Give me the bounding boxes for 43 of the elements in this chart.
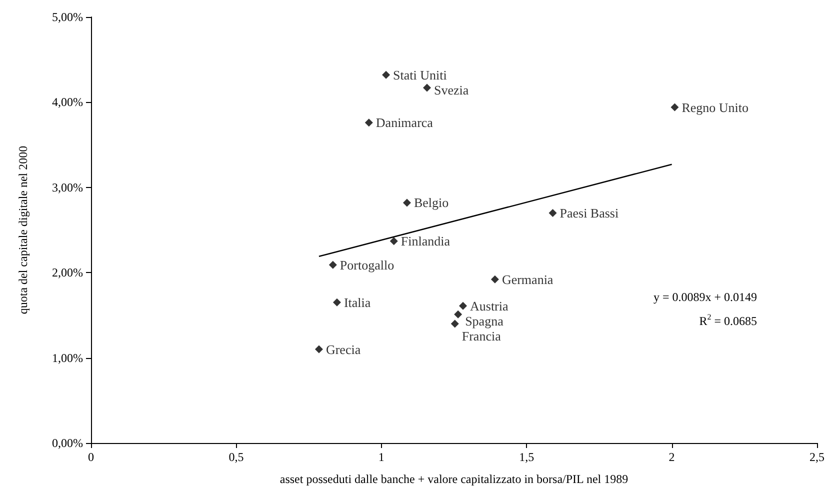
series-label: Grecia	[326, 342, 361, 357]
point	[454, 310, 462, 318]
point	[459, 302, 467, 310]
series-label: Regno Unito	[682, 100, 749, 115]
series-label: Austria	[470, 298, 508, 314]
point	[490, 275, 499, 284]
point	[314, 345, 323, 354]
point	[390, 237, 398, 246]
y-tick-label: 4,00%	[52, 95, 83, 110]
series-label: Spagna	[465, 313, 504, 328]
x-tick-label: 2,5	[810, 450, 824, 464]
series-label: Stati Uniti	[393, 67, 448, 82]
y-tick-label: 5,00%	[52, 10, 83, 24]
series-label: Belgio	[414, 195, 449, 210]
x-tick-label: 1,5	[519, 450, 534, 464]
point	[382, 70, 390, 79]
point	[402, 198, 411, 207]
point	[670, 103, 679, 112]
y-tick-label: 0,00%	[52, 436, 83, 450]
point	[328, 260, 337, 269]
point	[422, 84, 431, 92]
series-label: Italia	[344, 294, 371, 310]
y-tick-label: 3,00%	[52, 180, 83, 194]
x-tick-label: 0,5	[228, 450, 244, 464]
x-tick-label: 2	[668, 450, 675, 464]
series-label: Danimarca	[376, 115, 434, 130]
annotation: y = 0.0089x + 0.0149	[653, 290, 758, 304]
series-label: Germania	[502, 272, 554, 287]
y-axis-title: quota del capitale digitale nel 2000	[16, 146, 30, 314]
point	[332, 298, 341, 306]
x-tick-label: 0	[88, 450, 94, 464]
series-label: Finlandia	[400, 234, 450, 249]
series-label: Portogallo	[340, 257, 394, 272]
series-label: Svezia	[434, 82, 469, 98]
y-tick-label: 1,00%	[52, 350, 83, 365]
series-label: Paesi Bassi	[560, 205, 619, 220]
point	[364, 118, 373, 127]
point	[450, 320, 459, 328]
x-tick-label: 1	[378, 450, 384, 464]
x-axis-title: asset posseduti dalle banche + valore capitalizzato in borsa/PIL nel 1989	[280, 472, 628, 486]
y-tick-label: 2,00%	[52, 266, 83, 280]
point	[548, 208, 557, 217]
series-label: Francia	[462, 328, 502, 344]
